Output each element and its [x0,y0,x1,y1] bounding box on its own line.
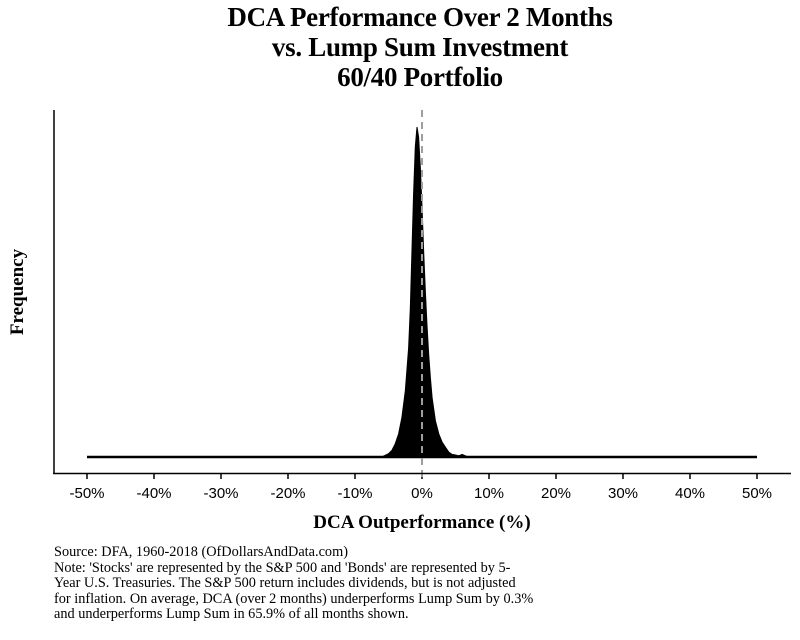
x-tick-label: 50% [742,485,772,502]
chart-title-line-3: 60/40 Portfolio [337,62,503,92]
x-tick-label: -30% [203,485,238,502]
x-axis-tick-labels: -50% -40% -30% -20% -10% 0% 10% 20% 30% 40% 50% [69,485,772,502]
footnote: Source: DFA, 1960-2018 (OfDollarsAndData… [54,544,534,623]
note-line-3: for inflation. On average, DCA (over 2 m… [54,590,534,607]
source-text: Source: DFA, 1960-2018 (OfDollarsAndData… [54,544,348,560]
chart-title-line-2: vs. Lump Sum Investment [271,32,569,62]
chart-title: DCA Performance Over 2 Months vs. Lump S… [0,2,800,92]
x-tick-label: -50% [69,485,104,502]
x-tick-label: 40% [675,485,705,502]
chart-title-line-1: DCA Performance Over 2 Months [227,2,613,32]
x-axis-ticks [86,474,758,479]
x-tick-label: 10% [474,485,504,502]
x-axis-label: DCA Outperformance (%) [313,512,531,533]
note-line-2: Year U.S. Treasuries. The S&P 500 return… [54,575,516,591]
x-tick-label: -20% [270,485,305,502]
note-line-1: Note: 'Stocks' are represented by the S&… [54,559,511,576]
x-tick-label: 0% [411,485,433,502]
x-tick-label: 20% [541,485,571,502]
x-tick-label: -10% [337,485,372,502]
x-tick-label: 30% [608,485,638,502]
note-line-4: and underperforms Lump Sum in 65.9% of a… [54,606,409,622]
x-tick-label: -40% [136,485,171,502]
